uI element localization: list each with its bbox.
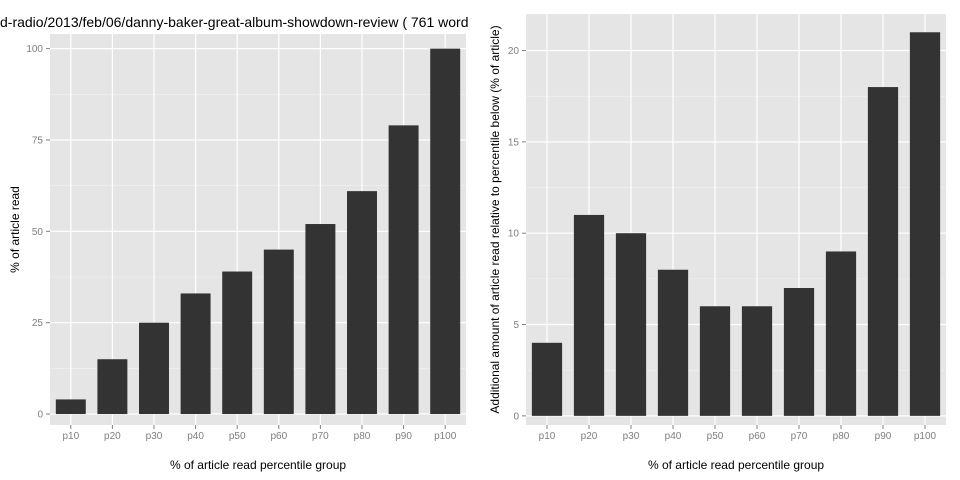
x-tick-label: p20	[581, 431, 598, 442]
bar-p70	[783, 288, 815, 416]
x-tick-label: p80	[354, 431, 371, 442]
bar-p40	[180, 293, 211, 415]
x-tick-label: p100	[914, 431, 937, 442]
bar-p40	[657, 269, 689, 416]
page-title: d-radio/2013/feb/06/danny-baker-great-al…	[0, 14, 469, 30]
x-tick-label: p60	[270, 431, 287, 442]
x-tick-label: p70	[312, 431, 329, 442]
bar-p50	[699, 306, 731, 416]
y-tick-label: 100	[26, 44, 43, 55]
x-tick-label: p50	[229, 431, 246, 442]
x-tick-label: p30	[146, 431, 163, 442]
y-tick-label: 15	[508, 137, 520, 148]
x-tick-label: p10	[539, 431, 556, 442]
y-axis-title: % of article read	[8, 186, 22, 273]
bar-p30	[615, 233, 647, 416]
y-tick-label: 10	[508, 229, 520, 240]
bar-p60	[263, 249, 294, 415]
bar-p70	[305, 224, 336, 415]
bar-p10	[55, 399, 86, 415]
x-tick-label: p40	[187, 431, 204, 442]
y-tick-label: 75	[32, 135, 44, 146]
chart-right: 0 5 10 15 20 p10 p20 p30 p40 p50 p60 p70 p80 p90 p100%…	[488, 14, 946, 472]
bar-p90	[867, 87, 899, 416]
x-tick-label: p90	[395, 431, 412, 442]
bar-p30	[139, 322, 169, 415]
bar-p60	[741, 306, 773, 416]
bar-p10	[531, 342, 563, 416]
y-tick-label: 25	[32, 318, 44, 329]
bar-p100	[430, 48, 461, 415]
x-tick-label: p80	[833, 431, 850, 442]
x-tick-label: p90	[875, 431, 892, 442]
bar-p20	[573, 214, 605, 416]
x-tick-label: p20	[104, 431, 121, 442]
y-tick-label: 20	[508, 46, 520, 57]
chart-left: 0 25 50 75 100 p10 p20 p30 p40 p50 p60 p70 p80 p90 p10…	[8, 34, 466, 472]
bar-p20	[97, 359, 128, 415]
y-tick-label: 0	[37, 410, 43, 421]
y-tick-label: 0	[513, 411, 519, 422]
x-axis-title: % of article read percentile group	[170, 458, 346, 472]
bar-p100	[909, 32, 941, 416]
bar-p90	[388, 125, 419, 415]
y-axis-title: Additional amount of article read relati…	[488, 25, 502, 413]
x-tick-label: p10	[62, 431, 79, 442]
bar-p80	[347, 191, 377, 415]
bar-p80	[825, 251, 857, 416]
x-tick-label: p40	[665, 431, 682, 442]
bar-p50	[222, 271, 253, 415]
x-tick-label: p60	[749, 431, 766, 442]
x-axis-title: % of article read percentile group	[648, 458, 824, 472]
x-tick-label: p50	[707, 431, 724, 442]
x-tick-label: p70	[791, 431, 808, 442]
y-tick-label: 5	[513, 320, 519, 331]
y-tick-label: 50	[32, 227, 44, 238]
x-tick-label: p30	[623, 431, 640, 442]
x-tick-label: p100	[434, 431, 457, 442]
